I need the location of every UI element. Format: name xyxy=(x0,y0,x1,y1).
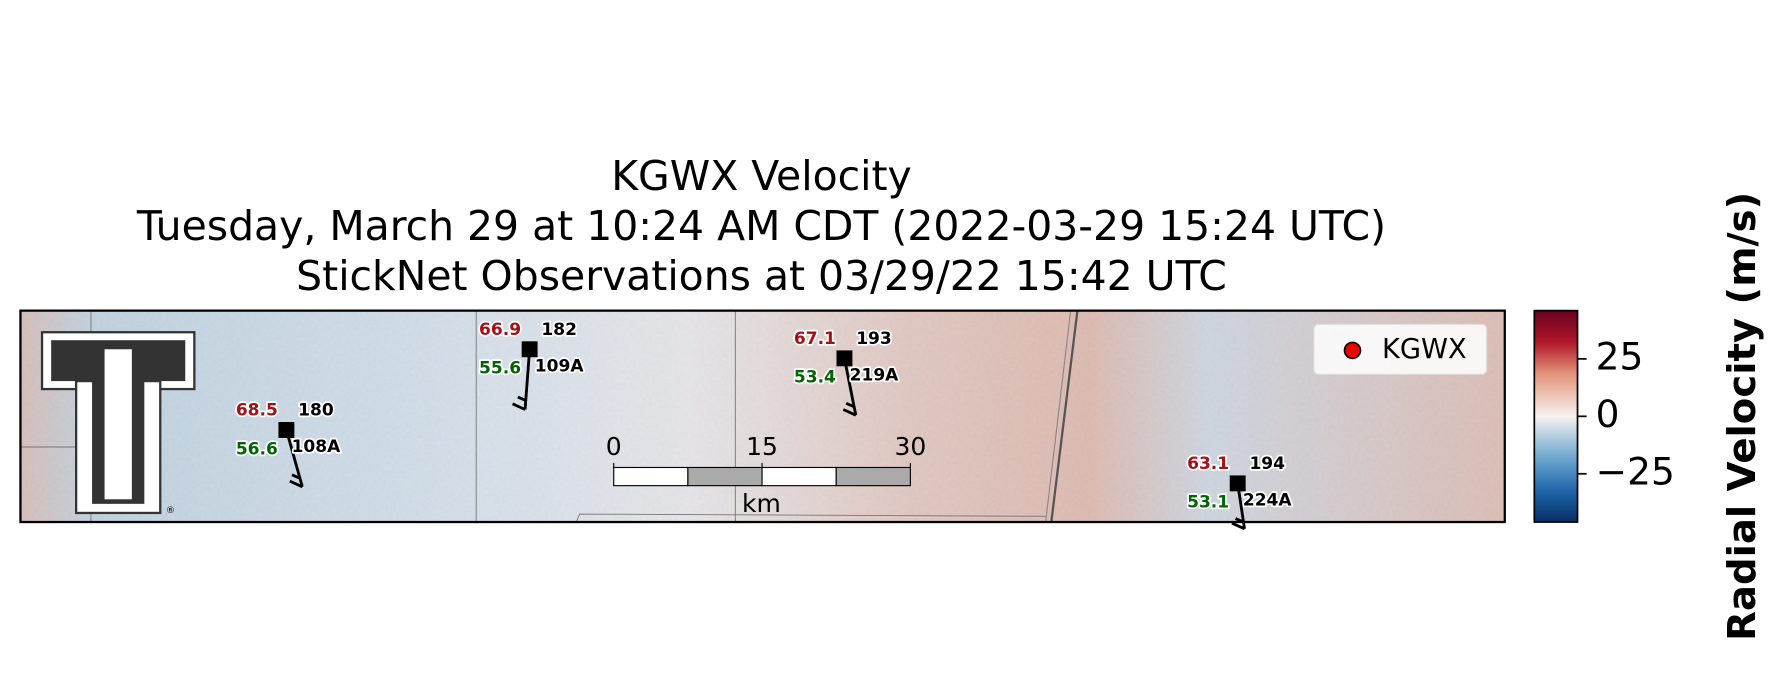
scale-tick-label: 0 xyxy=(606,432,622,461)
station-id: 109A xyxy=(535,356,585,376)
temperature: 63.1 xyxy=(1187,454,1229,474)
wind-barb-flag xyxy=(511,402,526,411)
legend-box xyxy=(1313,323,1488,375)
station-number: 193 xyxy=(856,329,892,349)
scale-segment xyxy=(761,466,837,487)
scale-segment xyxy=(613,466,689,487)
dewpoint: 53.4 xyxy=(794,368,836,388)
dewpoint: 56.6 xyxy=(236,439,278,459)
station-number: 182 xyxy=(541,320,577,340)
station-marker xyxy=(521,341,538,358)
station-marker xyxy=(836,350,853,367)
station-marker xyxy=(1229,475,1246,492)
title-line: StickNet Observations at 03/29/22 15:42 … xyxy=(296,252,1227,300)
dewpoint: 53.1 xyxy=(1187,493,1229,513)
station-marker xyxy=(278,422,295,438)
station-number: 180 xyxy=(298,401,334,421)
scale-tick-label: 30 xyxy=(894,432,926,461)
colorbar-label: Radial Velocity (m/s) xyxy=(1720,192,1765,641)
radar-map: ® xyxy=(20,310,1505,523)
temperature: 66.9 xyxy=(479,320,521,340)
state-line xyxy=(1045,310,1072,523)
map-frame xyxy=(19,309,1506,524)
title-line: KGWX Velocity xyxy=(611,152,911,200)
scale-unit: km xyxy=(742,489,781,518)
station-id: 219A xyxy=(850,365,900,385)
legend-label: KGWX xyxy=(1382,334,1467,365)
title-line: Tuesday, March 29 at 10:24 AM CDT (2022-… xyxy=(136,202,1386,250)
colorbar-scale xyxy=(1533,309,1579,523)
wind-barb-flag xyxy=(289,479,303,489)
wind-barb-flag xyxy=(845,401,855,408)
colorbar-tick-label: −25 xyxy=(1596,449,1675,493)
scale-bar: km 0 15 30 xyxy=(606,432,926,518)
wind-barb-flag xyxy=(842,408,857,417)
scale-segment xyxy=(835,466,911,487)
colorbar-tick-label: 0 xyxy=(1596,392,1620,436)
wind-barb-flag xyxy=(1231,521,1246,531)
stations: 68.5 180 56.6 108A 66.9 182 55.6 109A 67.1 193 53.… xyxy=(234,318,1294,531)
radar-texture xyxy=(20,310,1505,523)
station-id: 224A xyxy=(1243,490,1293,510)
colorbar-tick-label: 25 xyxy=(1596,334,1644,378)
scale-segment xyxy=(687,466,763,487)
wind-barb-flag xyxy=(1234,517,1245,524)
legend: KGWX xyxy=(1313,323,1488,375)
wind-barb-flag xyxy=(517,395,527,402)
temperature: 68.5 xyxy=(236,401,278,421)
station-id: 108A xyxy=(292,437,342,457)
state-line xyxy=(1050,310,1079,523)
temperature: 67.1 xyxy=(794,329,836,349)
logo-mark: ® xyxy=(166,506,175,516)
wind-barb-flag xyxy=(291,473,301,480)
logo: ® xyxy=(40,331,196,516)
station-number: 194 xyxy=(1249,454,1285,474)
scale-tick-label: 15 xyxy=(746,432,778,461)
legend-marker xyxy=(1343,341,1362,360)
dewpoint: 55.6 xyxy=(479,359,521,379)
colorbar: Radial Velocity (m/s) 25 0 −25 xyxy=(1533,192,1765,641)
